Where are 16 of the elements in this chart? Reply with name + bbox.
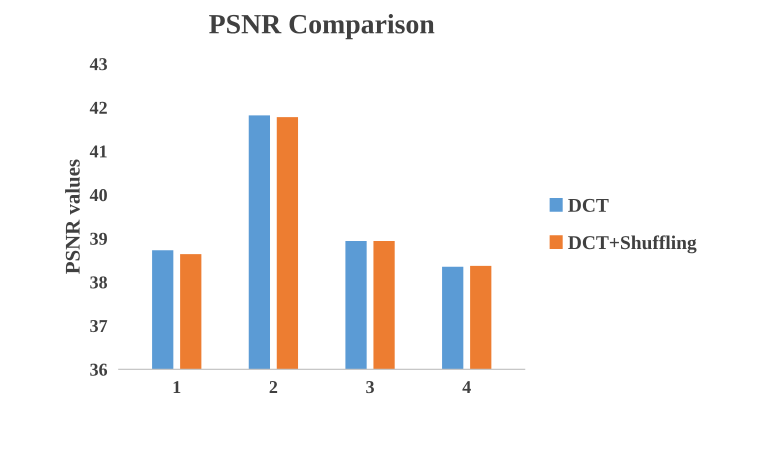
x-tick-label: 4	[462, 381, 471, 393]
y-tick-label: 37	[90, 320, 108, 332]
x-tick-label: 2	[270, 381, 278, 393]
x-tick-label: 3	[366, 381, 374, 394]
y-tick-label: 38	[90, 276, 108, 289]
y-tick-label: 43	[90, 58, 107, 70]
y-tick-label: 42	[90, 102, 107, 114]
chart-title: PSNR Comparison	[209, 14, 434, 40]
legend-label: DCT	[568, 198, 609, 212]
y-tick-label: 36	[90, 364, 108, 376]
y-tick-label: 41	[90, 145, 107, 158]
y-tick-label: 40	[90, 189, 107, 202]
x-tick-label: 1	[174, 381, 180, 393]
legend-label: DCT+Shuffling	[568, 235, 697, 254]
y-axis-title: PSNR values	[65, 160, 80, 274]
y-tick-label: 39	[90, 232, 107, 245]
